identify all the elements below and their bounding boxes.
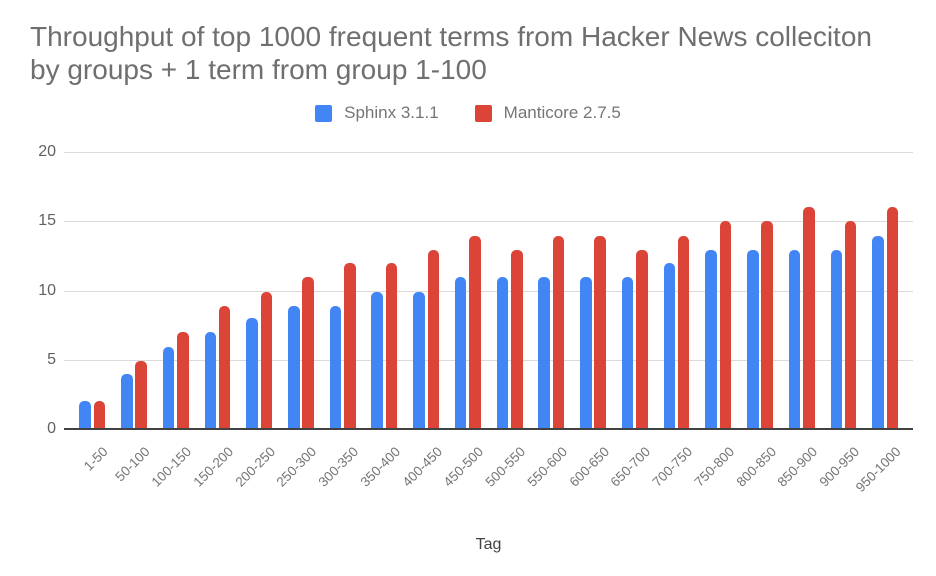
bar[interactable]: [621, 276, 634, 429]
bar[interactable]: [636, 250, 648, 429]
bar[interactable]: [663, 262, 676, 429]
legend-swatch-icon: [315, 104, 333, 122]
x-axis-tick-label: 750-800: [691, 444, 737, 490]
legend-item: Sphinx 3.1.1: [315, 103, 439, 123]
legend-label: Sphinx 3.1.1: [344, 103, 439, 122]
x-axis-tick-label: 150-200: [190, 444, 237, 490]
gridline: [64, 359, 913, 361]
bar[interactable]: [79, 401, 91, 429]
bar[interactable]: [788, 250, 801, 429]
x-axis-tick-label: 100-150: [148, 444, 195, 490]
gridline: [64, 152, 913, 153]
x-axis-tick-label: 250-300: [273, 444, 320, 490]
bar[interactable]: [204, 332, 217, 429]
bar[interactable]: [469, 236, 481, 429]
bar[interactable]: [830, 250, 843, 429]
bar[interactable]: [705, 250, 717, 429]
gridline: [64, 221, 913, 223]
bar[interactable]: [580, 276, 592, 429]
bar[interactable]: [844, 221, 857, 429]
x-axis-tick-label: 850-900: [774, 444, 821, 490]
bar[interactable]: [747, 250, 759, 429]
bar[interactable]: [135, 361, 147, 429]
legend-item: Manticore 2.7.5: [474, 103, 621, 123]
bar[interactable]: [538, 276, 550, 429]
bar[interactable]: [177, 332, 189, 429]
bar[interactable]: [552, 236, 565, 429]
x-axis-line: [64, 428, 913, 430]
bar[interactable]: [677, 236, 690, 429]
x-axis-tick-label: 350-400: [357, 444, 403, 490]
y-axis-tick-label: 10: [38, 281, 56, 299]
bar[interactable]: [413, 291, 425, 429]
x-axis-tick-label: 550-600: [524, 444, 570, 490]
chart-legend: Sphinx 3.1.1 Manticore 2.7.5: [0, 103, 936, 123]
bar[interactable]: [288, 305, 300, 429]
bar[interactable]: [302, 276, 314, 429]
bar[interactable]: [329, 305, 342, 429]
legend-swatch-icon: [474, 104, 492, 122]
bar[interactable]: [803, 207, 815, 429]
bar[interactable]: [454, 276, 467, 429]
bar[interactable]: [162, 347, 175, 429]
bar[interactable]: [93, 401, 106, 429]
bar[interactable]: [344, 262, 356, 429]
bar[interactable]: [427, 250, 440, 429]
bar[interactable]: [886, 207, 899, 429]
bar[interactable]: [371, 291, 383, 429]
x-axis-tick-label: 700-750: [649, 444, 696, 490]
bar[interactable]: [121, 373, 133, 429]
bar[interactable]: [761, 221, 773, 429]
bar[interactable]: [872, 236, 884, 429]
bar[interactable]: [496, 276, 509, 429]
y-axis-tick-label: 5: [47, 350, 56, 368]
bar[interactable]: [594, 236, 606, 429]
x-axis-tick-label: 450-500: [440, 444, 487, 490]
bar[interactable]: [260, 291, 273, 429]
x-axis-tick-label: 500-550: [482, 444, 529, 490]
y-axis-tick-label: 15: [38, 212, 56, 230]
y-axis-tick-label: 0: [47, 420, 56, 437]
bar[interactable]: [385, 262, 398, 429]
x-axis-tick-label: 800-850: [733, 444, 779, 490]
y-axis-tick-label: 20: [38, 143, 56, 160]
x-axis-tick-label: 400-450: [399, 444, 445, 490]
bar[interactable]: [511, 250, 523, 429]
x-axis-title: Tag: [475, 536, 502, 553]
bar[interactable]: [719, 221, 732, 429]
bar[interactable]: [246, 318, 258, 429]
x-axis-tick-label: 950-1000: [852, 444, 904, 495]
bar[interactable]: [218, 305, 231, 429]
chart-title: Throughput of top 1000 frequent terms fr…: [30, 21, 872, 85]
legend-label: Manticore 2.7.5: [503, 103, 621, 122]
x-axis-tick-label: 200-250: [232, 444, 278, 490]
x-axis-tick-label: 1-50: [81, 444, 111, 474]
x-axis-tick-label: 650-700: [607, 444, 654, 490]
x-axis-tick-label: 50-100: [112, 444, 153, 485]
x-axis-tick-label: 300-350: [315, 444, 362, 490]
gridline: [64, 290, 913, 292]
x-axis-tick-label: 600-650: [566, 444, 612, 490]
